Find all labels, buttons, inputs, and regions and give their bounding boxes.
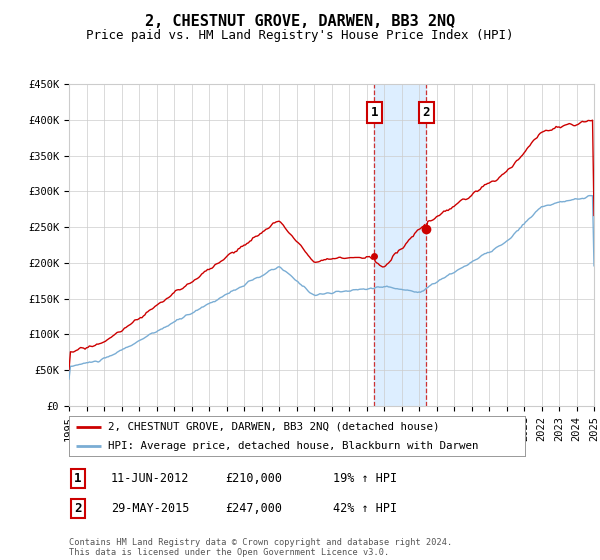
Text: Price paid vs. HM Land Registry's House Price Index (HPI): Price paid vs. HM Land Registry's House …: [86, 29, 514, 42]
Text: 2, CHESTNUT GROVE, DARWEN, BB3 2NQ (detached house): 2, CHESTNUT GROVE, DARWEN, BB3 2NQ (deta…: [108, 422, 439, 432]
Text: 2: 2: [422, 106, 430, 119]
Text: HPI: Average price, detached house, Blackburn with Darwen: HPI: Average price, detached house, Blac…: [108, 441, 478, 451]
Text: 42% ↑ HPI: 42% ↑ HPI: [333, 502, 397, 515]
Text: 2: 2: [74, 502, 82, 515]
Text: 29-MAY-2015: 29-MAY-2015: [111, 502, 190, 515]
Text: £247,000: £247,000: [225, 502, 282, 515]
Text: 2, CHESTNUT GROVE, DARWEN, BB3 2NQ: 2, CHESTNUT GROVE, DARWEN, BB3 2NQ: [145, 14, 455, 29]
Text: 1: 1: [370, 106, 378, 119]
Bar: [374, 84, 426, 406]
Text: 11-JUN-2012: 11-JUN-2012: [111, 472, 190, 486]
Text: Contains HM Land Registry data © Crown copyright and database right 2024.
This d: Contains HM Land Registry data © Crown c…: [69, 538, 452, 557]
Text: 19% ↑ HPI: 19% ↑ HPI: [333, 472, 397, 486]
Text: £210,000: £210,000: [225, 472, 282, 486]
Text: 1: 1: [74, 472, 82, 486]
